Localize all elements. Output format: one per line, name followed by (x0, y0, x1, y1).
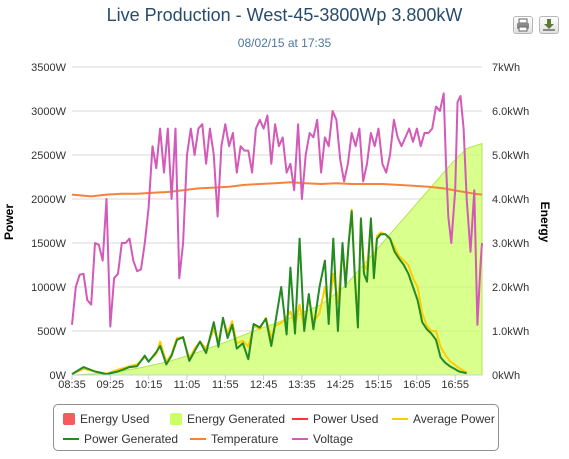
y-tick-label: 0W (50, 370, 67, 382)
legend: Energy Used Energy Generated Power Used … (53, 404, 499, 451)
legend-swatch (190, 438, 206, 440)
legend-item-voltage[interactable]: Voltage (292, 432, 353, 446)
printer-icon (517, 18, 529, 32)
series-layer (71, 92, 483, 376)
legend-item-power-generated[interactable]: Power Generated (63, 432, 178, 446)
y2-tick-label: 4.0kWh (492, 194, 529, 206)
y2-tick-label: 2.0kWh (492, 282, 529, 294)
legend-label: Average Power (413, 412, 495, 426)
x-tick-label: 09:25 (97, 379, 125, 391)
legend-label: Energy Generated (187, 412, 286, 426)
y-tick-label: 3500W (31, 62, 66, 74)
axes: 0W 500W 1000W 1500W 2000W 2500W 3000W 3500W 0kWh… (31, 62, 529, 391)
legend-swatch (170, 413, 182, 425)
legend-label: Voltage (313, 432, 354, 446)
legend-label: Temperature (211, 432, 279, 446)
y-axis-title: Power (2, 204, 16, 240)
y-tick-label: 1000W (31, 282, 66, 294)
series-power-generated (71, 210, 467, 376)
legend-item-temperature[interactable]: Temperature (190, 432, 278, 446)
download-button[interactable] (539, 16, 559, 34)
legend-item-energy-used[interactable]: Energy Used (63, 412, 149, 426)
legend-item-average-power[interactable]: Average Power (392, 412, 495, 426)
y2-tick-label: 6.0kWh (492, 106, 529, 118)
y2-tick-label: 7kWh (492, 62, 520, 74)
download-icon (543, 19, 555, 31)
legend-label: Power Used (313, 412, 379, 426)
y-tick-label: 1500W (31, 238, 66, 250)
y2-tick-label: 0kWh (492, 370, 520, 382)
legend-swatch (292, 418, 308, 420)
legend-label: Energy Used (80, 412, 150, 426)
legend-item-power-used[interactable]: Power Used (292, 412, 378, 426)
y2-axis-title: Energy (538, 202, 552, 243)
legend-swatch (63, 438, 79, 440)
x-tick-label: 12:45 (250, 379, 278, 391)
x-tick-label: 11:55 (212, 379, 239, 391)
y2-tick-label: 5.0kWh (492, 150, 529, 162)
x-tick-label: 08:35 (58, 379, 86, 391)
legend-item-energy-generated[interactable]: Energy Generated (170, 412, 285, 426)
x-tick-label: 14:25 (326, 379, 354, 391)
x-tick-label: 10:15 (135, 379, 163, 391)
legend-swatch (392, 418, 408, 420)
chart-title: Live Production - West-45-3800Wp 3.800kW (106, 5, 463, 25)
y2-tick-label: 1.0kWh (492, 326, 529, 338)
series-temperature (71, 181, 483, 198)
legend-swatch (63, 413, 75, 425)
x-tick-label: 16:55 (441, 379, 469, 391)
y-tick-label: 500W (37, 326, 66, 338)
print-button[interactable] (513, 16, 533, 34)
x-tick-label: 13:35 (288, 379, 316, 391)
chart-subtitle: 08/02/15 at 17:35 (237, 36, 332, 50)
y-tick-label: 2500W (31, 150, 66, 162)
x-tick-label: 15:15 (365, 379, 393, 391)
y-tick-label: 3000W (31, 106, 66, 118)
legend-label: Power Generated (84, 432, 179, 446)
y2-tick-label: 3.0kWh (492, 238, 529, 250)
x-tick-label: 11:05 (174, 379, 201, 391)
x-tick-label: 16:05 (403, 379, 431, 391)
series-voltage (71, 92, 483, 328)
y-tick-label: 2000W (31, 194, 66, 206)
legend-swatch (292, 438, 308, 440)
